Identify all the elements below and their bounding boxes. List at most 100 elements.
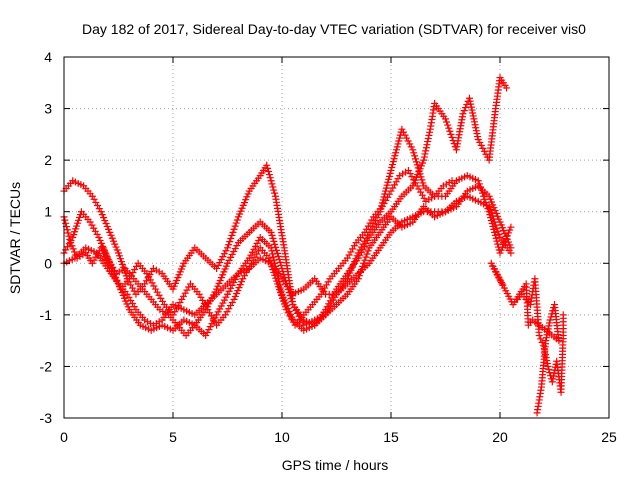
data-point [474,133,482,141]
data-point [233,216,241,224]
data-point [542,337,550,345]
data-point [214,308,222,316]
data-point [234,287,242,295]
data-point [420,153,428,161]
data-point [396,134,404,142]
y-tick-label: 3 [44,101,52,117]
data-point [217,256,225,264]
data-point [426,128,434,136]
data-point [108,234,116,242]
data-point [214,261,222,269]
data-point [472,127,480,135]
data-point [105,259,113,267]
data-point [280,270,288,278]
data-point [392,178,400,186]
data-point [479,144,487,152]
data-point [230,225,238,233]
data-point [273,249,281,257]
data-point [287,295,295,303]
data-point [495,274,503,282]
data-point [275,255,283,263]
plot-frame [63,56,610,419]
data-point [423,141,431,149]
data-point [474,136,482,144]
data-point [230,295,238,303]
data-point [270,186,278,194]
data-point [467,100,475,108]
x-tick-label: 20 [492,429,508,445]
data-point [95,234,103,241]
data-point [360,259,368,267]
data-point [395,137,403,145]
data-point [90,195,98,203]
x-tick-label: 15 [383,429,399,445]
data-point [248,248,256,256]
series-trace-f [487,259,567,417]
data-point [286,312,294,320]
data-point [497,277,505,285]
data-point [230,278,238,286]
data-point [268,231,276,239]
axis-ticks: 0 5 10 15 20 25 -3 -2 -1 0 1 2 3 4 [40,49,617,445]
data-point [387,166,395,174]
data-point [233,289,241,297]
data-point [197,293,205,301]
data-point [245,254,253,262]
data-point [325,300,333,308]
data-point [216,305,224,313]
data-point [271,189,279,197]
data-point [93,230,101,238]
data-point [107,231,115,239]
data-point [265,171,273,179]
data-point [489,222,497,230]
data-point [394,175,402,183]
data-point [403,134,411,142]
data-point [359,262,367,270]
data-point [225,305,233,313]
data-point [231,275,239,283]
data-point [270,256,278,264]
data-point [209,291,217,299]
data-point [282,276,290,284]
data-point [422,144,430,152]
data-point [507,223,515,231]
data-point [392,146,400,154]
data-point [268,247,276,255]
data-point [176,298,184,306]
data-point [222,293,230,301]
data-point [443,118,451,126]
data-point [113,276,121,284]
data-point [446,127,454,135]
data-point [394,140,402,148]
data-point [425,131,433,139]
data-point [485,208,493,216]
data-point [409,146,417,154]
data-point [373,214,381,222]
data-point [205,326,213,334]
data-point [545,366,553,374]
data-point [444,121,452,129]
data-point [357,248,365,256]
data-point [113,246,121,254]
data-point [494,271,502,279]
data-point [252,242,260,250]
data-point [487,259,495,267]
data-point [100,247,108,255]
data-point [324,278,332,286]
data-point [157,294,165,302]
series-trace-d [60,74,511,339]
data-point [100,245,108,253]
data-point [98,211,106,219]
data-point [546,316,554,324]
data-point [181,289,189,297]
data-point [267,228,275,236]
series-trace-e [99,166,456,329]
data-point [230,247,238,255]
data-point [208,294,216,302]
data-point [277,261,285,269]
data-point [255,236,263,244]
data-point [390,155,398,163]
data-point [388,164,396,172]
data-point [284,286,292,294]
